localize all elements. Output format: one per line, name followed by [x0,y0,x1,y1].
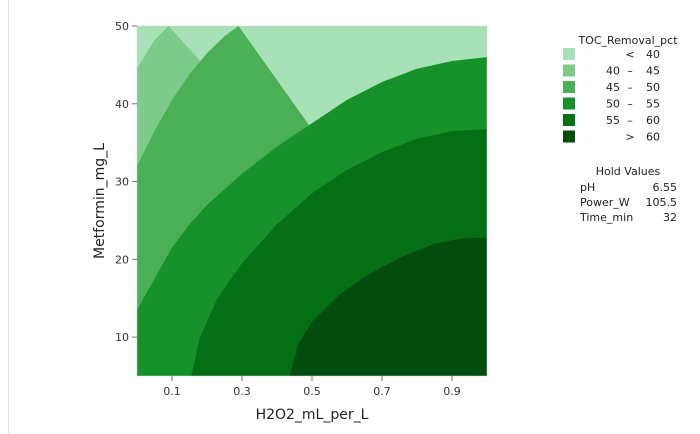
y-tick-label: 40 [115,98,129,111]
legend-swatch [563,130,575,143]
hold-value-name: pH [580,181,595,194]
hold-values-title: Hold Values [596,165,661,178]
hold-value-name: Power_W [580,196,630,209]
legend-range-low: 45 [606,81,620,94]
y-tick-label: 10 [115,331,129,344]
x-tick-label: 0.9 [443,385,461,398]
legend-swatch [563,64,575,77]
legend: TOC_Removal_pct <4040–4545–5050–5555–60>… [563,34,678,144]
legend-range-low: 50 [606,98,620,111]
x-axis-title: H2O2_mL_per_L [256,407,369,423]
left-divider [8,0,9,434]
legend-range-high: 55 [646,98,660,111]
legend-range-high: 50 [646,81,660,94]
legend-range-low: 55 [606,114,620,127]
hold-value-number: 105.5 [646,196,678,209]
hold-values: Hold Values pH 6.55 Power_W 105.5 Time_min 32 [579,165,677,224]
legend-swatch [563,114,575,126]
legend-range-low: 40 [606,65,620,78]
legend-range-high: 45 [646,65,660,78]
x-tick-label: 0.7 [373,385,391,398]
legend-title: TOC_Removal_pct [577,34,678,47]
legend-range-sep: < [625,48,634,61]
legend-swatch [563,48,575,60]
x-axis: 0.1 0.3 0.5 0.7 0.9 [163,376,461,398]
y-tick-label: 20 [115,253,129,266]
legend-range-sep: – [627,114,633,127]
x-tick-label: 0.3 [233,385,251,398]
legend-range-high: 40 [646,48,660,61]
contour-band-above-60 [289,237,487,376]
hold-value-number: 32 [663,211,677,224]
legend-swatch [563,81,575,93]
x-tick-label: 0.1 [163,385,181,398]
legend-swatch [563,97,575,110]
x-tick-label: 0.5 [303,385,321,398]
legend-range-high: 60 [646,114,660,127]
legend-range-high: 60 [646,131,660,144]
y-axis: 10 20 30 40 50 [115,20,137,344]
hold-value-name: Time_min [579,211,633,224]
hold-value-number: 6.55 [653,181,678,194]
y-axis-title: Metformin_mg_L [92,143,108,259]
legend-range-sep: – [627,98,633,111]
legend-range-sep: – [627,81,633,94]
y-tick-label: 50 [115,20,129,33]
legend-range-sep: > [625,131,634,144]
legend-range-sep: – [627,65,633,78]
y-tick-label: 30 [115,176,129,189]
contour-bands [137,26,487,376]
